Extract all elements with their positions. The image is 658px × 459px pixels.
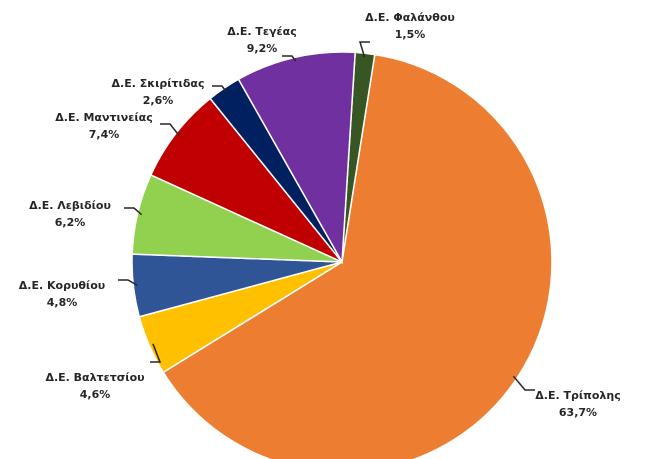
pie-slice [149, 97, 343, 263]
slice-label: Δ.Ε. Φαλάνθου [365, 11, 455, 24]
leader-line [358, 41, 370, 58]
leader-line [118, 279, 138, 286]
slice-value-label: 1,5% [395, 28, 426, 41]
pie-slice [237, 51, 356, 265]
slice-value-label: 7,4% [89, 128, 120, 141]
slice-value-label: 4,8% [47, 296, 78, 309]
leader-line [124, 207, 143, 216]
slice-label: Δ.Ε. Τρίπολης [535, 389, 620, 402]
slice-value-label: 9,2% [247, 42, 278, 55]
slice-value-label: 4,6% [80, 388, 111, 401]
leader-line [212, 85, 227, 93]
slice-label: Δ.Ε. Λεβιδίου [29, 199, 111, 212]
slice-label: Δ.Ε. Κορυθίου [19, 279, 105, 292]
slice-value-label: 63,7% [559, 406, 597, 419]
leader-line [282, 55, 297, 62]
slice-label: Δ.Ε. Μαντινείας [55, 111, 153, 124]
leader-line [512, 375, 535, 391]
leader-line [160, 123, 180, 137]
slice-value-label: 2,6% [143, 94, 174, 107]
slice-label: Δ.Ε. Βαλτετσίου [45, 371, 144, 384]
slice-label: Δ.Ε. Σκιρίτιδας [112, 77, 205, 90]
slice-label: Δ.Ε. Τεγέας [227, 25, 297, 38]
pie-slice [162, 53, 553, 459]
slice-value-label: 6,2% [55, 216, 86, 229]
leader-line [150, 343, 162, 363]
